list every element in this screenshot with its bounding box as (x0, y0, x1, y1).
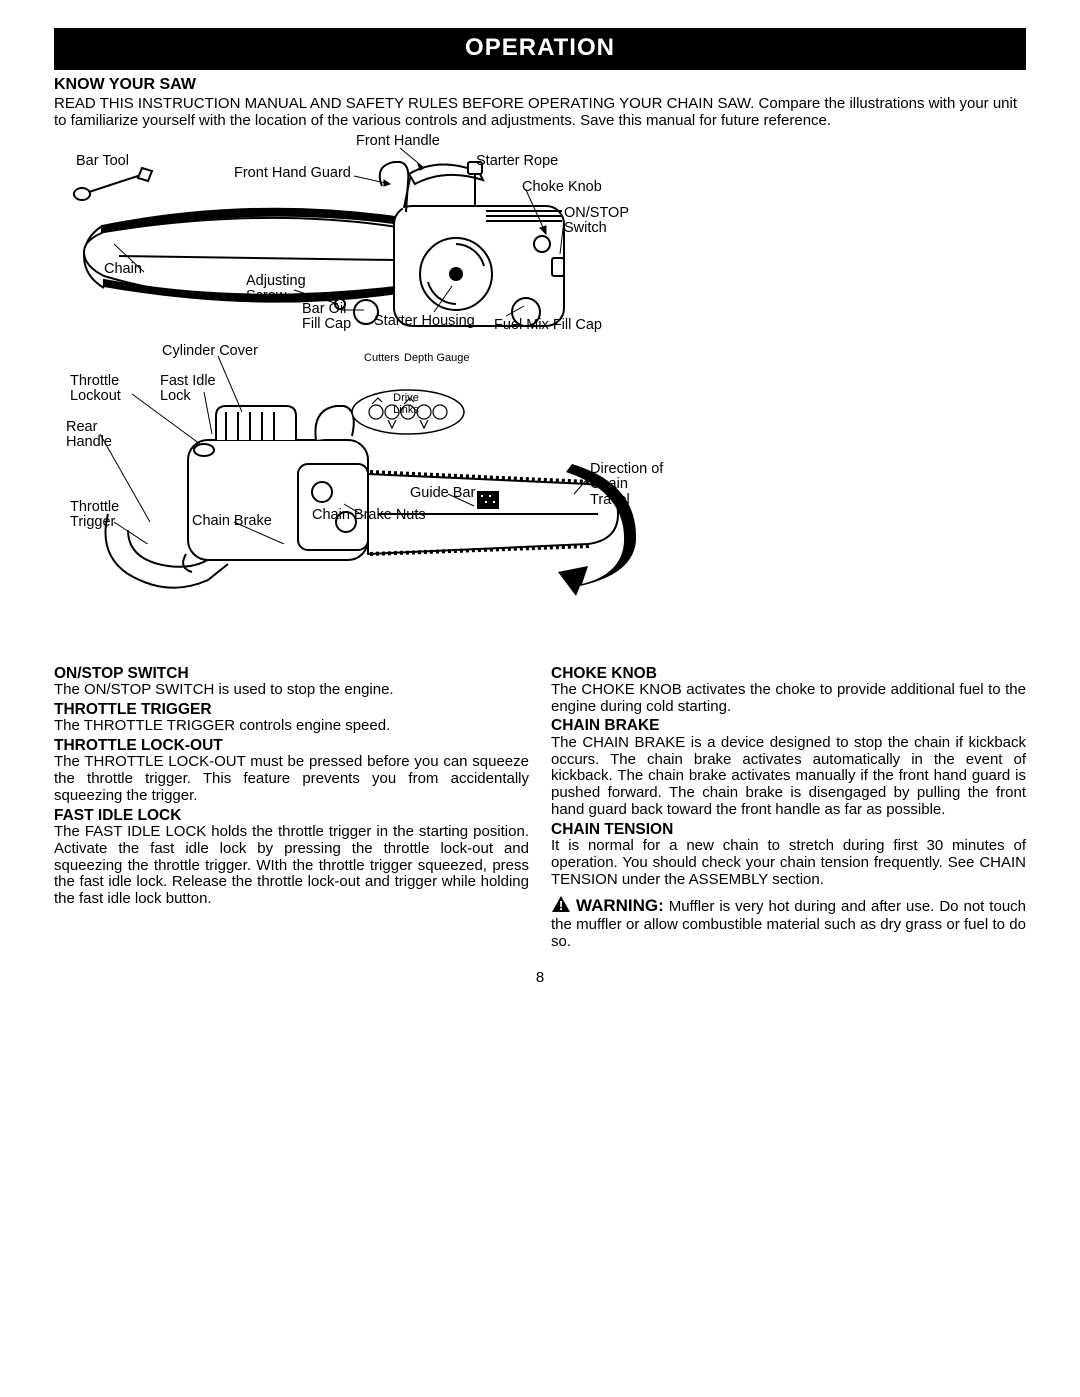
onstop-text: The ON/STOP SWITCH is used to stop the e… (54, 682, 529, 699)
throttle-trigger-text: The THROTTLE TRIGGER controls engine spe… (54, 718, 529, 735)
right-column: CHOKE KNOB The CHOKE KNOB activates the … (551, 663, 1026, 951)
throttle-lockout-title: THROTTLE LOCK-OUT (54, 737, 529, 754)
throttle-trigger-title: THROTTLE TRIGGER (54, 701, 529, 718)
warning-block: ! WARNING: Muffler is very hot during an… (551, 895, 1026, 951)
leader-lines (54, 134, 754, 544)
intro-title: KNOW YOUR SAW (54, 76, 1026, 94)
left-column: ON/STOP SWITCH The ON/STOP SWITCH is use… (54, 663, 529, 951)
chain-tension-text: It is normal for a new chain to stretch … (551, 838, 1026, 888)
onstop-title: ON/STOP SWITCH (54, 665, 529, 682)
warning-word: WARNING: (576, 896, 664, 915)
fast-idle-lock-title: FAST IDLE LOCK (54, 807, 529, 824)
choke-knob-title: CHOKE KNOB (551, 665, 1026, 682)
section-header: OPERATION (54, 28, 1026, 70)
fast-idle-lock-text: The FAST IDLE LOCK holds the throttle tr… (54, 824, 529, 908)
page-number: 8 (54, 969, 1026, 986)
diagram-area: Front Handle Bar Tool Front Hand Guard S… (54, 134, 1026, 659)
intro-text: READ THIS INSTRUCTION MANUAL AND SAFETY … (54, 95, 1026, 130)
svg-text:!: ! (559, 898, 563, 913)
chain-tension-title: CHAIN TENSION (551, 821, 1026, 838)
warning-icon: ! (551, 895, 571, 918)
chain-brake-title: CHAIN BRAKE (551, 717, 1026, 734)
choke-knob-text: The CHOKE KNOB activates the choke to pr… (551, 682, 1026, 716)
chain-brake-text: The CHAIN BRAKE is a device designed to … (551, 735, 1026, 819)
throttle-lockout-text: The THROTTLE LOCK-OUT must be pressed be… (54, 754, 529, 804)
body-columns: ON/STOP SWITCH The ON/STOP SWITCH is use… (54, 663, 1026, 951)
